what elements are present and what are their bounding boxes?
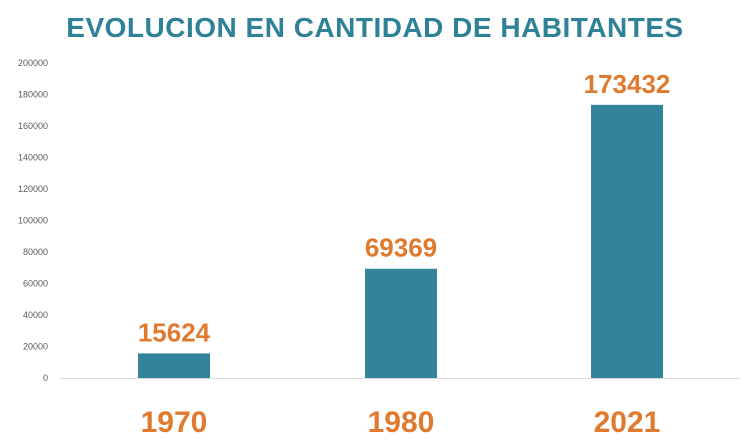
y-tick-label: 40000 — [23, 310, 48, 320]
category-label: 2021 — [594, 406, 661, 439]
y-tick-label: 80000 — [23, 247, 48, 257]
y-tick-label: 200000 — [18, 58, 48, 68]
y-tick-label: 100000 — [18, 216, 48, 226]
y-tick-label: 120000 — [18, 184, 48, 194]
y-tick-label: 160000 — [18, 121, 48, 131]
bar — [138, 353, 210, 378]
category-label: 1970 — [141, 406, 208, 439]
chart-title: EVOLUCION EN CANTIDAD DE HABITANTES — [66, 12, 684, 43]
data-label: 173432 — [584, 69, 671, 99]
y-tick-label: 140000 — [18, 153, 48, 163]
y-tick-label: 60000 — [23, 279, 48, 289]
y-tick-label: 180000 — [18, 90, 48, 100]
category-label: 1980 — [368, 406, 435, 439]
bar — [591, 104, 663, 378]
bar — [365, 268, 437, 378]
y-tick-label: 0 — [43, 373, 48, 383]
data-label: 69369 — [365, 233, 437, 263]
data-label: 15624 — [138, 317, 211, 347]
y-tick-label: 20000 — [23, 342, 48, 352]
